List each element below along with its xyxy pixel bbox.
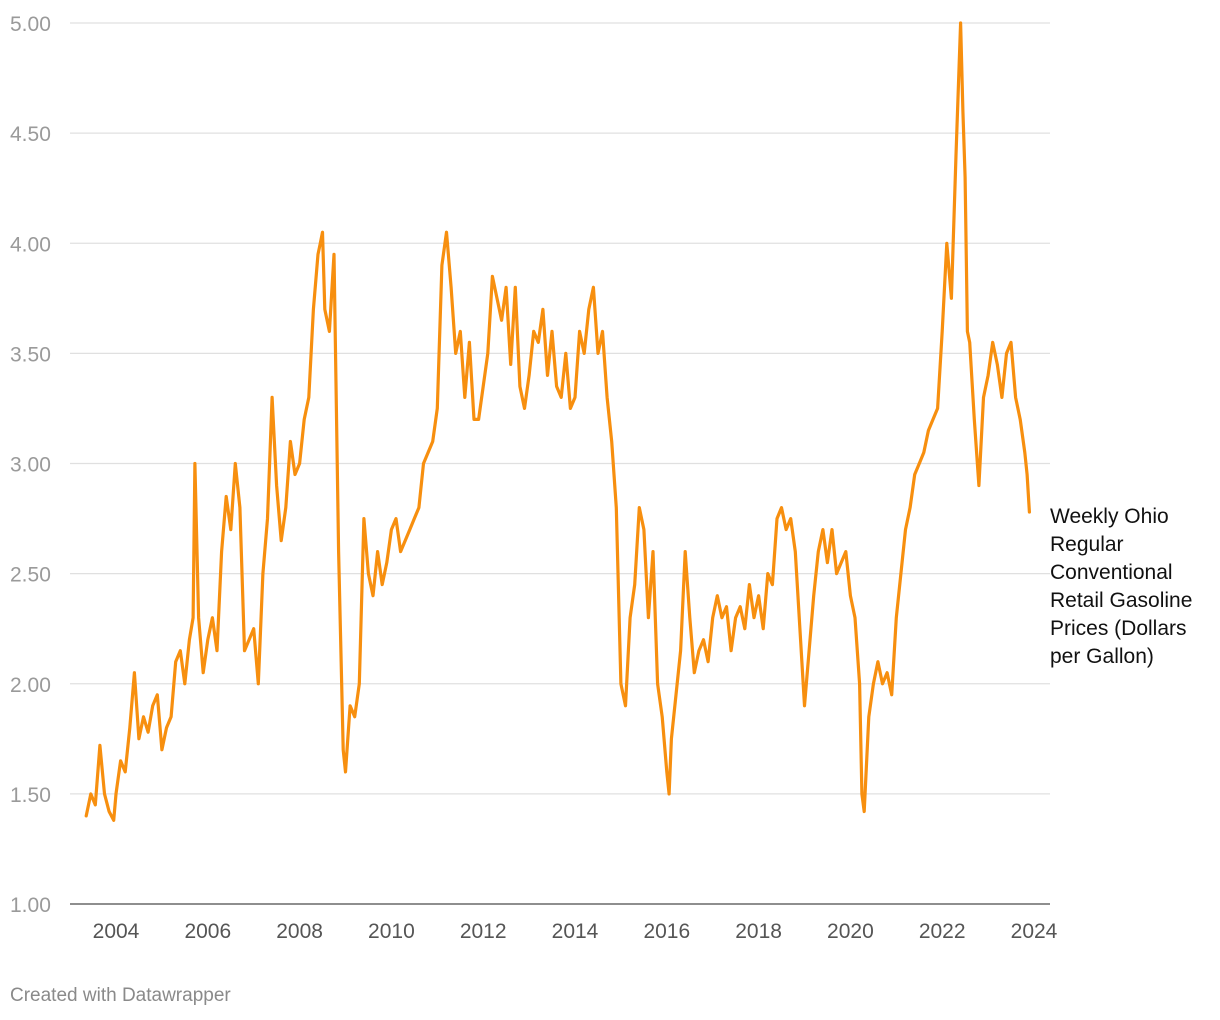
series-lines bbox=[84, 21, 1031, 822]
x-tick-label: 2004 bbox=[93, 920, 140, 943]
x-tick-label: 2016 bbox=[643, 920, 690, 943]
x-axis-tick-labels: 2004 2006 2008 2010 2012 2014 2016 2018 2020 2022… bbox=[93, 920, 1058, 943]
x-tick-label: 2014 bbox=[552, 920, 599, 943]
x-tick-label: 2006 bbox=[184, 920, 231, 943]
y-tick-label: 2.00 bbox=[10, 674, 51, 697]
x-tick-label: 2020 bbox=[827, 920, 874, 943]
y-tick-label: 4.00 bbox=[10, 233, 51, 256]
x-tick-label: 2012 bbox=[460, 920, 507, 943]
credit-text: Created with Datawrapper bbox=[10, 985, 231, 1006]
x-tick-label: 2008 bbox=[276, 920, 323, 943]
y-axis-tick-labels: 1.00 1.50 2.00 2.50 3.00 3.50 4.00 4.50 5.00 bbox=[10, 13, 51, 917]
y-tick-label: 5.00 bbox=[10, 13, 51, 36]
y-tick-label: 3.00 bbox=[10, 454, 51, 477]
x-tick-label: 2024 bbox=[1011, 920, 1058, 943]
y-tick-label: 1.00 bbox=[10, 894, 51, 917]
y-tick-label: 3.50 bbox=[10, 343, 51, 366]
gridlines bbox=[70, 22, 1050, 905]
y-tick-label: 4.50 bbox=[10, 123, 51, 146]
y-tick-label: 1.50 bbox=[10, 784, 51, 807]
x-tick-label: 2010 bbox=[368, 920, 415, 943]
x-tick-label: 2018 bbox=[735, 920, 782, 943]
x-tick-label: 2022 bbox=[919, 920, 966, 943]
series-label: Weekly Ohio Regular Conventional Retail … bbox=[1050, 505, 1193, 668]
y-tick-label: 2.50 bbox=[10, 564, 51, 587]
series-line-ohio-gasoline-price bbox=[84, 21, 1031, 822]
